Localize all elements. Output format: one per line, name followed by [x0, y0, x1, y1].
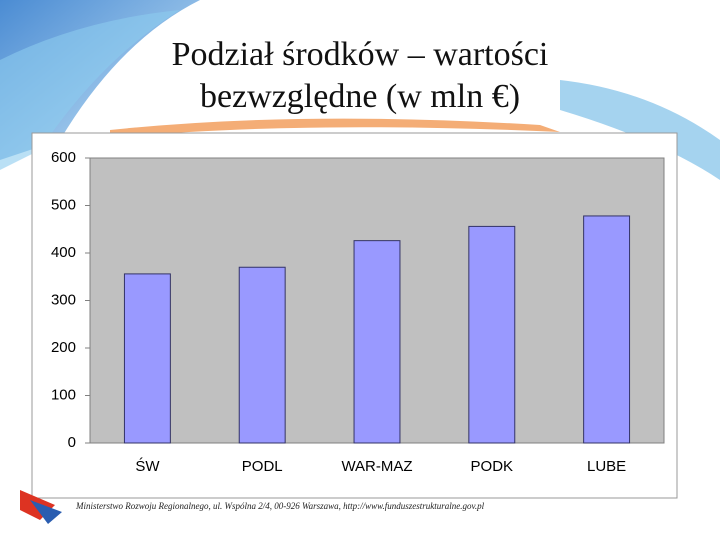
y-tick-label: 0 [68, 434, 76, 451]
y-tick-label: 400 [51, 244, 76, 261]
x-tick-label: WAR-MAZ [341, 458, 412, 475]
y-tick-label: 200 [51, 339, 76, 356]
x-tick-label: PODL [242, 458, 283, 475]
x-tick-label: ŚW [135, 457, 160, 475]
x-tick-label: LUBE [587, 458, 626, 475]
bar [238, 266, 286, 444]
bar [468, 225, 516, 444]
footer: Ministerstwo Rozwoju Regionalnego, ul. W… [76, 501, 485, 511]
y-tick-label: 300 [51, 291, 76, 308]
chart-title: Podział środków – wartości bezwzględne (… [171, 36, 549, 115]
bar [583, 215, 631, 444]
x-tick-label: PODK [471, 458, 514, 475]
y-tick-label: 100 [51, 386, 76, 403]
y-tick-label: 600 [51, 149, 76, 166]
y-tick-label: 500 [51, 196, 76, 213]
bar [123, 273, 171, 444]
bar [353, 240, 401, 444]
